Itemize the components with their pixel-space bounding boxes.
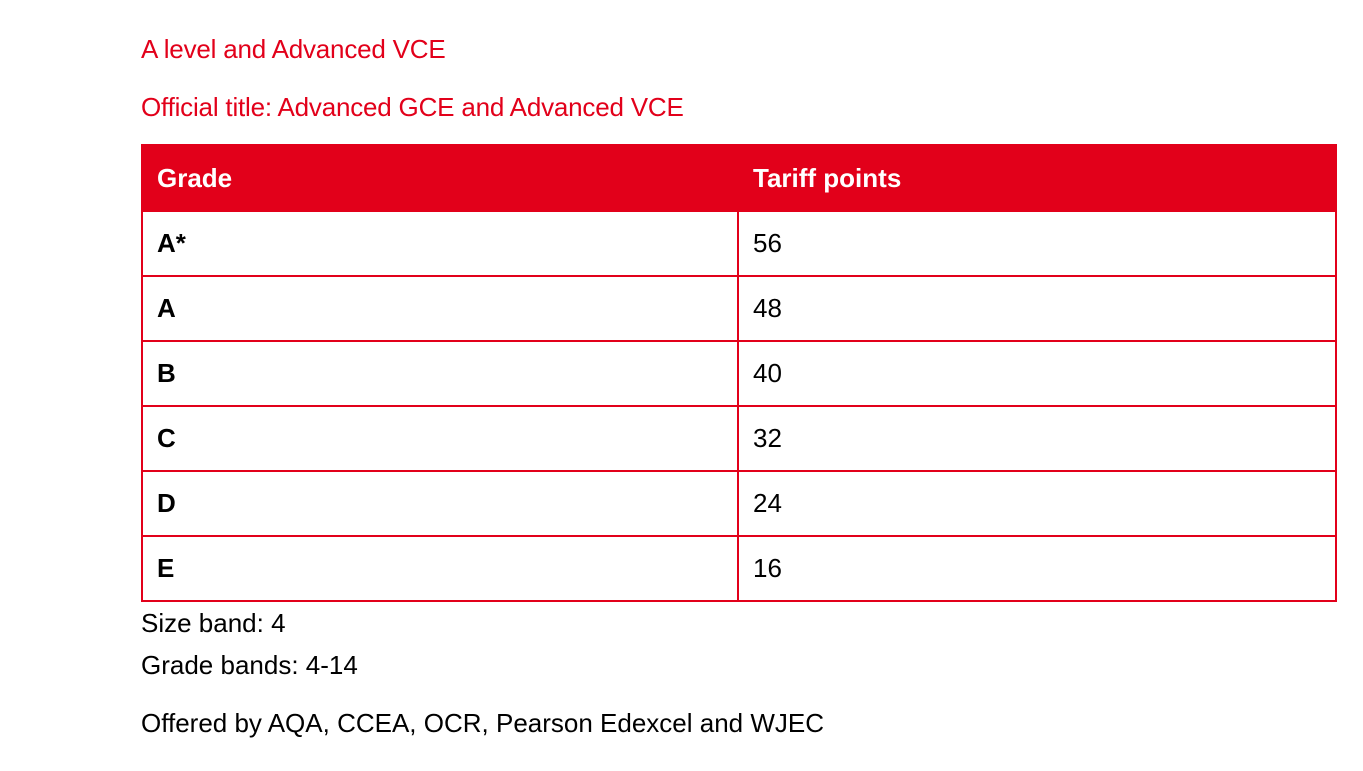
grade-cell: C xyxy=(141,405,739,472)
points-cell: 32 xyxy=(737,405,1337,472)
page-title: A level and Advanced VCE xyxy=(141,34,446,64)
points-cell: 24 xyxy=(737,470,1337,537)
grade-bands-note: Grade bands: 4-14 xyxy=(141,650,358,680)
table-row: A 48 xyxy=(141,275,1337,342)
points-cell: 16 xyxy=(737,535,1337,602)
points-cell: 48 xyxy=(737,275,1337,342)
grade-cell: A xyxy=(141,275,739,342)
table-row: E 16 xyxy=(141,535,1337,602)
offered-by-note: Offered by AQA, CCEA, OCR, Pearson Edexc… xyxy=(141,708,825,738)
table-row: C 32 xyxy=(141,405,1337,472)
points-cell: 56 xyxy=(737,210,1337,277)
points-cell: 40 xyxy=(737,340,1337,407)
tariff-table: Grade Tariff points A* 56 A 48 B 40 C 32 xyxy=(141,144,1337,602)
table-header-row: Grade Tariff points xyxy=(141,144,1337,212)
table-row: D 24 xyxy=(141,470,1337,537)
table-row: B 40 xyxy=(141,340,1337,407)
size-band-note: Size band: 4 xyxy=(141,608,286,638)
column-header-grade: Grade xyxy=(141,144,739,212)
grade-cell: B xyxy=(141,340,739,407)
grade-cell: E xyxy=(141,535,739,602)
official-title: Official title: Advanced GCE and Advance… xyxy=(141,92,684,122)
grade-cell: D xyxy=(141,470,739,537)
column-header-tariff-points: Tariff points xyxy=(737,144,1337,212)
grade-cell: A* xyxy=(141,210,739,277)
table-row: A* 56 xyxy=(141,210,1337,277)
